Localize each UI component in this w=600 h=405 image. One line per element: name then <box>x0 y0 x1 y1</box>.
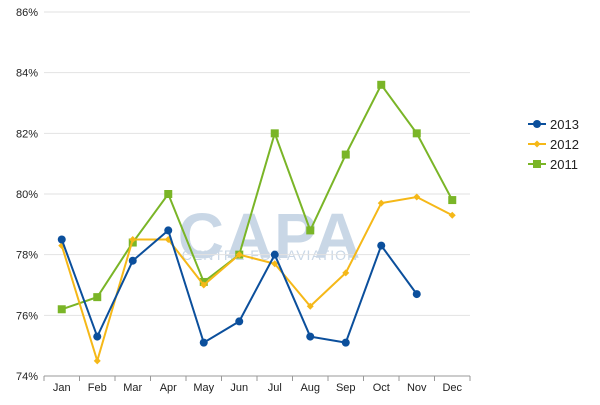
x-tick-label-dec: Dec <box>442 382 462 394</box>
data-point-2012-jul <box>271 260 279 268</box>
data-point-2012-dec <box>448 211 456 219</box>
legend-label-2013: 2013 <box>550 117 579 132</box>
data-point-2013-nov <box>412 290 421 299</box>
series-2011 <box>57 80 457 314</box>
y-tick-label: 80% <box>16 189 38 201</box>
data-point-2012-mar <box>129 236 137 243</box>
x-tick-label-jun: Jun <box>230 382 248 394</box>
watermark: CAPA CENTRE FOR AVIATION <box>178 200 363 272</box>
data-point-2013-feb <box>93 332 102 341</box>
watermark-logo: CAPA <box>178 200 363 272</box>
series-2013 <box>57 226 421 347</box>
axes: 74% 76% 78% 80% 82% 84% 86% Jan Feb Mar Apr May Jun J… <box>16 7 471 394</box>
data-point-2013-apr <box>164 226 173 235</box>
data-point-2012-aug <box>306 302 314 310</box>
data-point-2013-sep <box>341 338 350 347</box>
x-tick-label-sep: Sep <box>336 382 356 394</box>
data-point-2013-mar <box>128 256 137 265</box>
y-tick-label: 76% <box>16 310 38 322</box>
data-point-2011-jul <box>270 129 279 138</box>
y-tick-label: 74% <box>16 371 38 383</box>
x-tick-label-feb: Feb <box>88 382 107 394</box>
x-tick-label-may: May <box>193 382 214 394</box>
data-point-2013-oct <box>377 241 386 250</box>
data-point-2012-oct <box>377 199 385 207</box>
legend-marker <box>533 140 541 148</box>
data-point-2011-oct <box>377 80 386 89</box>
y-tick-label: 78% <box>16 250 38 262</box>
x-tick-label-nov: Nov <box>407 382 427 394</box>
legend-marker <box>533 160 541 168</box>
y-tick-label: 86% <box>16 7 38 19</box>
x-tick-label-oct: Oct <box>373 382 390 394</box>
legend-item-2011[interactable]: 2011 <box>528 157 578 172</box>
data-point-2011-sep <box>341 150 350 159</box>
legend-label-2011: 2011 <box>550 157 578 172</box>
data-point-2011-apr <box>164 190 173 198</box>
legend-item-2013[interactable]: 2013 <box>528 117 579 132</box>
data-point-2013-jun <box>235 317 244 326</box>
data-point-2011-aug <box>306 226 315 235</box>
data-point-2011-dec <box>448 196 457 205</box>
x-tick-label-mar: Mar <box>123 382 142 394</box>
x-tick-label-jul: Jul <box>268 382 282 394</box>
series-line-2011 <box>61 82 454 311</box>
legend-label-2012: 2012 <box>550 137 579 152</box>
data-point-2012-jun <box>235 251 243 259</box>
series-line-2012 <box>60 195 453 365</box>
legend-marker <box>533 120 541 128</box>
data-point-2013-jan <box>57 235 66 244</box>
y-tick-label: 82% <box>16 128 38 140</box>
data-point-2012-sep <box>342 269 350 277</box>
data-point-2012-feb <box>93 357 101 365</box>
y-tick-label: 84% <box>16 68 38 80</box>
data-point-2013-aug <box>306 332 315 341</box>
data-point-2012-nov <box>413 193 421 201</box>
data-point-2011-feb <box>93 293 102 302</box>
data-point-2012-may <box>200 281 208 289</box>
data-point-2013-jul <box>270 250 279 259</box>
data-point-2011-jan <box>57 305 66 314</box>
data-point-2011-nov <box>412 129 421 138</box>
legend[interactable]: 2013 2012 2011 <box>528 117 579 172</box>
x-tick-label-jan: Jan <box>53 382 71 394</box>
x-tick-label-apr: Apr <box>160 382 177 394</box>
x-tick-label-aug: Aug <box>300 382 320 394</box>
data-point-2013-may <box>199 338 208 347</box>
legend-item-2012[interactable]: 2012 <box>528 137 579 152</box>
series-layer <box>57 80 457 365</box>
